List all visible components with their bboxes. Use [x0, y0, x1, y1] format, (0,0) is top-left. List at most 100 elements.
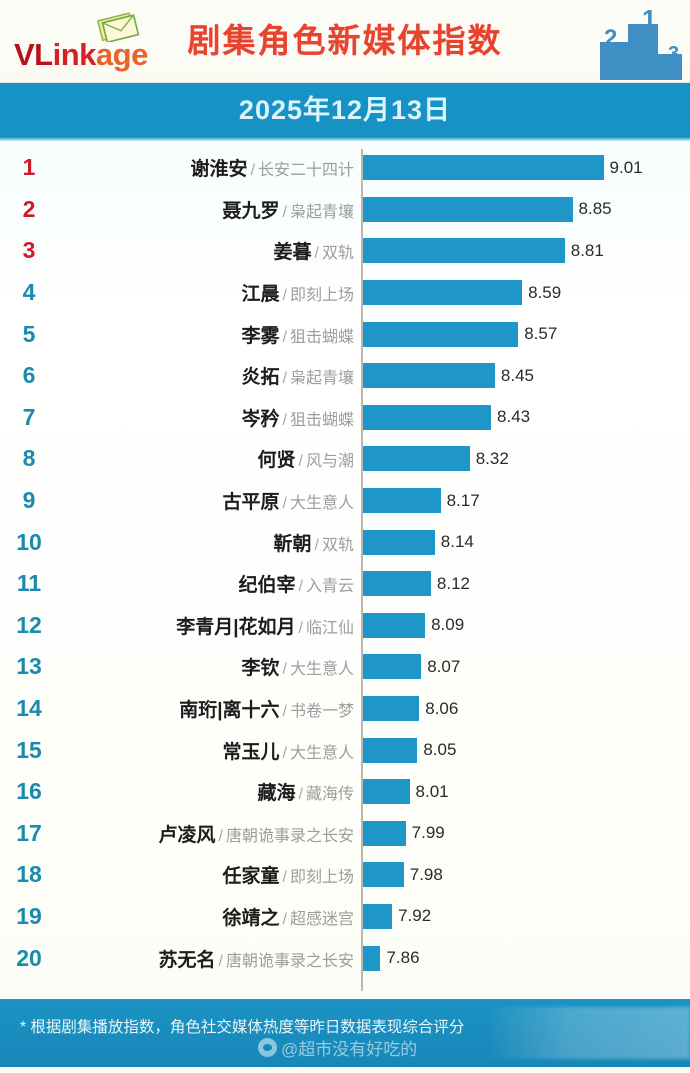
show-title: 唐朝诡事录之长安 — [225, 827, 354, 845]
name-show-separator: / — [282, 495, 287, 513]
value-bar — [363, 696, 420, 722]
show-title: 临江仙 — [305, 619, 354, 637]
name-show-separator: / — [282, 744, 287, 762]
value-label: 8.85 — [578, 199, 612, 219]
value-label: 8.12 — [436, 573, 470, 593]
value-bar — [363, 404, 492, 430]
character-name: 徐靖之 — [222, 907, 280, 929]
value-bar — [363, 488, 441, 514]
character-name: 苏无名 — [158, 949, 216, 971]
value-bar — [363, 945, 381, 971]
show-title: 即刻上场 — [289, 287, 354, 305]
character-label: 李雾 / 狙击蝴蝶 — [60, 321, 358, 348]
name-show-separator: / — [314, 536, 319, 554]
logo-text-part2: ink — [52, 37, 97, 72]
rank-number: 13 — [16, 653, 42, 680]
bar-container: 8.06 — [363, 688, 458, 730]
date-banner: 2025年12月13日 — [0, 83, 690, 137]
footnote-text: * 根据剧集播放指数，角色社交媒体热度等昨日数据表现综合评分 — [20, 1019, 465, 1036]
show-title: 长安二十四计 — [257, 162, 354, 180]
value-label: 8.45 — [500, 365, 534, 385]
bar-container: 8.32 — [363, 438, 509, 480]
stacked-cards-icon — [96, 12, 140, 42]
ranking-row: 19 徐靖之 / 超感迷宫 7.92 — [0, 896, 690, 938]
show-title: 藏海传 — [305, 786, 354, 804]
rank-number: 10 — [16, 528, 42, 555]
rank-number: 17 — [16, 819, 42, 846]
character-label: 江晨 / 即刻上场 — [60, 279, 358, 306]
ranking-row: 18 任家童 / 即刻上场 7.98 — [0, 854, 690, 896]
value-bar — [363, 737, 418, 763]
bar-container: 8.81 — [363, 230, 604, 272]
character-label: 古平原 / 大生意人 — [60, 487, 358, 514]
value-label: 9.01 — [609, 157, 643, 177]
name-show-separator: / — [282, 328, 287, 346]
show-title: 风与潮 — [305, 453, 354, 471]
rank-number: 18 — [16, 861, 42, 888]
show-title: 即刻上场 — [289, 869, 354, 887]
character-label: 谢淮安 / 长安二十四计 — [60, 154, 358, 181]
value-label: 7.92 — [398, 906, 432, 926]
character-name: 谢淮安 — [190, 159, 248, 181]
value-bar — [363, 280, 523, 306]
bar-container: 8.45 — [363, 355, 534, 397]
bar-container: 7.86 — [363, 937, 420, 979]
value-label: 8.05 — [423, 740, 457, 760]
ranking-chart: 1 谢淮安 / 长安二十四计 9.01 2 聂九罗 / 枭起青壤 8.85 3 姜暮 / 双轨 8.81 4 江… — [0, 141, 690, 999]
name-show-separator: / — [218, 952, 223, 970]
value-label: 7.99 — [411, 823, 445, 843]
bar-container: 8.07 — [363, 646, 460, 688]
ranking-row: 5 李雾 / 狙击蝴蝶 8.57 — [0, 313, 690, 355]
rank-number: 2 — [22, 195, 36, 222]
value-label: 8.06 — [425, 698, 459, 718]
bar-container: 7.98 — [363, 854, 443, 896]
bar-container: 8.57 — [363, 313, 557, 355]
ranking-row: 20 苏无名 / 唐朝诡事录之长安 7.86 — [0, 937, 690, 979]
value-label: 8.17 — [446, 490, 480, 510]
rank-number: 8 — [22, 445, 36, 472]
value-bar — [363, 196, 573, 222]
rank-number: 6 — [22, 362, 36, 389]
show-title: 狙击蝴蝶 — [289, 411, 354, 429]
logo-text-part1: VL — [14, 37, 53, 72]
ranking-row: 6 炎拓 / 枭起青壤 8.45 — [0, 355, 690, 397]
character-name: 李雾 — [241, 325, 280, 347]
character-name: 何贤 — [257, 450, 296, 472]
show-title: 书卷一梦 — [289, 703, 354, 721]
show-title: 大生意人 — [289, 744, 354, 762]
character-label: 卢凌风 / 唐朝诡事录之长安 — [60, 820, 358, 847]
weibo-icon — [258, 1038, 277, 1057]
blur-overlay — [490, 1007, 690, 1059]
name-show-separator: / — [282, 370, 287, 388]
logo-text: VLinkage — [14, 37, 148, 73]
bar-container: 9.01 — [363, 147, 643, 189]
footer: * 根据剧集播放指数，角色社交媒体热度等昨日数据表现综合评分 @超市没有好吃的 — [0, 999, 690, 1067]
rank-number: 4 — [22, 279, 36, 306]
rank-number: 12 — [16, 611, 42, 638]
value-bar — [363, 571, 431, 597]
value-label: 8.81 — [570, 240, 604, 260]
value-label: 8.14 — [440, 532, 474, 552]
name-show-separator: / — [282, 703, 287, 721]
name-show-separator: / — [282, 661, 287, 679]
podium-123-icon: 1 2 3 — [600, 4, 682, 80]
value-label: 8.32 — [475, 448, 509, 468]
character-label: 姜暮 / 双轨 — [60, 237, 358, 264]
name-show-separator: / — [314, 245, 319, 263]
rank-number: 7 — [22, 403, 36, 430]
ranking-row: 13 李钦 / 大生意人 8.07 — [0, 646, 690, 688]
character-name: 古平原 — [222, 492, 280, 514]
character-name: 常玉儿 — [222, 741, 280, 763]
name-show-separator: / — [282, 411, 287, 429]
show-title: 狙击蝴蝶 — [289, 328, 354, 346]
rank-number: 11 — [16, 570, 42, 597]
character-name: 卢凌风 — [158, 824, 216, 846]
show-title: 双轨 — [321, 245, 354, 263]
rank-number: 16 — [16, 778, 42, 805]
rank-number: 19 — [16, 902, 42, 929]
value-label: 8.43 — [497, 407, 531, 427]
character-name: 炎拓 — [241, 367, 280, 389]
show-title: 枭起青壤 — [289, 203, 354, 221]
character-label: 徐靖之 / 超感迷宫 — [60, 903, 358, 930]
